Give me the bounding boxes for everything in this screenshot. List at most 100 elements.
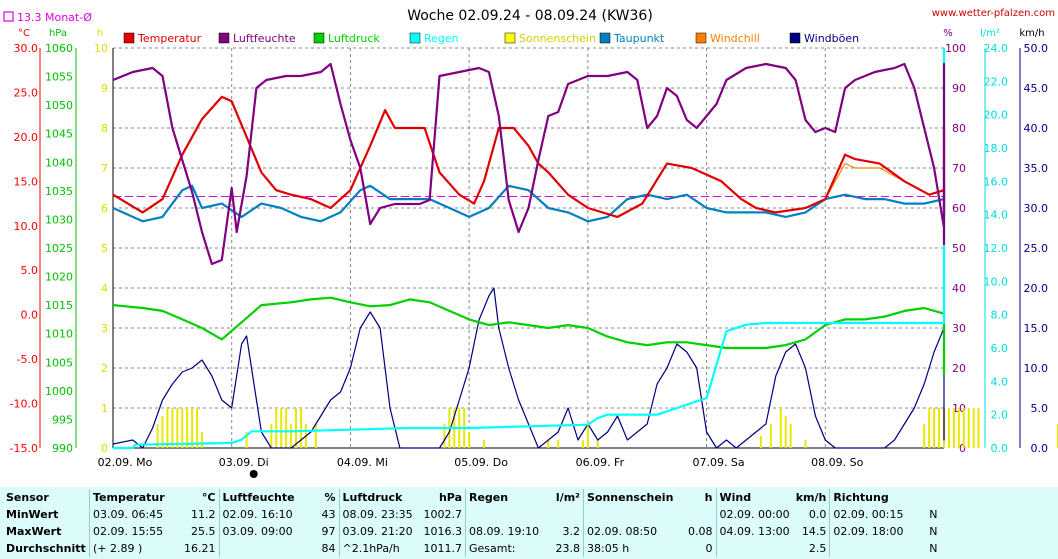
pressure-tick-label: 1030 <box>45 213 73 226</box>
legend-label: Windböen <box>804 32 859 45</box>
legend-label: Sonnenschein <box>519 32 596 45</box>
stats-cell-time: 02.09. 15:55 <box>89 523 181 540</box>
sunshine-bar <box>784 416 787 448</box>
sunshine-bar <box>962 408 965 448</box>
stats-cell-time <box>715 540 793 557</box>
humidity-tick-label: 30 <box>952 322 966 335</box>
stats-cell-value: 1002.7 <box>423 508 463 521</box>
sunshine-bar <box>957 408 960 448</box>
stats-header-temperature: Temperatur <box>89 489 181 506</box>
pressure-tick-label: 1010 <box>45 328 73 341</box>
sunshine-bar <box>245 432 248 448</box>
stats-cell-value <box>552 506 584 523</box>
legend-swatch <box>504 32 516 44</box>
stats-cell-time: 08.09. 19:10 <box>465 523 552 540</box>
sunshine-bar <box>161 416 164 448</box>
sunshine-bar <box>176 408 179 448</box>
sunshine-axis-unit: h <box>97 28 103 39</box>
stats-cell-value: 0.0 <box>808 508 827 521</box>
sunshine-bar <box>468 432 471 448</box>
wind-tick-label: 30.0 <box>1024 202 1049 215</box>
sunshine-bar <box>581 440 584 448</box>
x-tick-label: 02.09. Mo <box>98 456 153 469</box>
pressure-tick-label: 1020 <box>45 271 73 284</box>
stats-cell-value: 0 <box>705 542 713 555</box>
humidity-tick-label: 40 <box>952 282 966 295</box>
pressure-tick-label: 1035 <box>45 185 73 198</box>
stats-cell-time: 02.09. 00:15 <box>829 506 907 523</box>
sunshine-tick-label: 7 <box>101 162 108 175</box>
wind-tick-label: 35.0 <box>1024 162 1049 175</box>
sunshine-bar <box>947 408 950 448</box>
legend-swatch <box>409 32 421 44</box>
stats-cell-time: 04.09. 13:00 <box>715 523 793 540</box>
rain-tick-label: 18.0 <box>984 142 1009 155</box>
sunshine-bar <box>1056 424 1058 448</box>
stats-cell-time: 02.09. 16:10 <box>218 506 313 523</box>
sunshine-tick-label: 3 <box>101 322 108 335</box>
stats-header-direction-unit <box>907 489 941 506</box>
sunshine-bar <box>928 408 931 448</box>
sunshine-tick-label: 10 <box>94 42 108 55</box>
stats-cell-time: 03.09. 21:20 <box>338 523 421 540</box>
stats-cell-time: 02.09. 00:00 <box>715 506 793 523</box>
sunshine-bar <box>270 424 273 448</box>
sunshine-tick-label: 4 <box>101 282 108 295</box>
sunshine-tick-label: 1 <box>101 402 108 415</box>
stats-cell-time: ^2.1hPa/h <box>338 540 421 557</box>
wind-axis-unit: km/h <box>1019 28 1044 39</box>
stats-cell-value: 16.21 <box>184 542 216 555</box>
stats-cell-value: 14.5 <box>801 525 827 538</box>
stats-header-rain: Regen <box>465 489 552 506</box>
stats-header-sunshine: Sonnenschein <box>583 489 685 506</box>
stats-header-wind: Wind <box>715 489 793 506</box>
temp-axis-unit: °C <box>18 28 30 39</box>
sunshine-bar <box>285 408 288 448</box>
wind-tick-label: 50.0 <box>1024 42 1049 55</box>
rain-tick-label: 10.0 <box>984 275 1009 288</box>
sunshine-bar <box>967 408 970 448</box>
stats-cell-time: (+ 2.89 ) <box>89 540 181 557</box>
pressure-tick-label: 1040 <box>45 156 73 169</box>
temp-tick-label: 15.0 <box>14 175 39 188</box>
stats-cell-value: 0.08 <box>688 525 713 538</box>
temp-tick-label: 30.0 <box>14 42 39 55</box>
sunshine-bar <box>779 408 782 448</box>
sunshine-bar <box>586 424 589 448</box>
stats-cell-value: 25.5 <box>191 525 216 538</box>
rain-tick-label: 14.0 <box>984 209 1009 222</box>
sunshine-bar <box>547 440 550 448</box>
stats-row-label: Durchschnitt <box>6 542 86 555</box>
stats-header-humidity-unit: % <box>324 491 336 504</box>
wind-tick-label: 0.0 <box>1031 442 1049 455</box>
stats-cell-time: 02.09. 18:00 <box>829 523 907 540</box>
legend-swatch <box>123 32 135 44</box>
rain-tick-label: 24.0 <box>984 42 1009 55</box>
stats-header-humidity: Luftfeuchte <box>218 489 313 506</box>
website-link[interactable]: www.wetter-pfalzen.com <box>932 8 1055 19</box>
humidity-tick-label: 60 <box>952 202 966 215</box>
sunshine-bar <box>290 424 293 448</box>
sunshine-bar <box>171 408 174 448</box>
pressure-tick-label: 1000 <box>45 385 73 398</box>
rain-tick-label: 8.0 <box>991 309 1009 322</box>
series-line-temperatur <box>112 95 946 218</box>
x-tick-label: 08.09. So <box>811 456 863 469</box>
stats-header-pressure-unit: hPa <box>438 491 462 504</box>
sunshine-tick-label: 5 <box>101 242 108 255</box>
pressure-tick-label: 990 <box>52 442 73 455</box>
sunshine-bar <box>769 424 772 448</box>
monthly-avg-label: 13.3 Monat-Ø <box>17 11 92 24</box>
x-tick-label: 03.09. Di <box>219 456 269 469</box>
stats-cell-time: 38:05 h <box>583 540 685 557</box>
wind-tick-label: 15.0 <box>1024 322 1049 335</box>
stats-header-sunshine-unit: h <box>704 491 713 504</box>
temp-tick-label: -15.0 <box>10 442 38 455</box>
sunshine-tick-label: 9 <box>101 82 108 95</box>
stats-cell-time: 03.09. 09:00 <box>218 523 313 540</box>
x-tick-label: 06.09. Fr <box>576 456 625 469</box>
stats-cell-value: 2.5 <box>808 542 827 555</box>
sunshine-bar <box>191 408 194 448</box>
sunshine-bar <box>196 408 199 448</box>
sunshine-bar <box>443 424 446 448</box>
